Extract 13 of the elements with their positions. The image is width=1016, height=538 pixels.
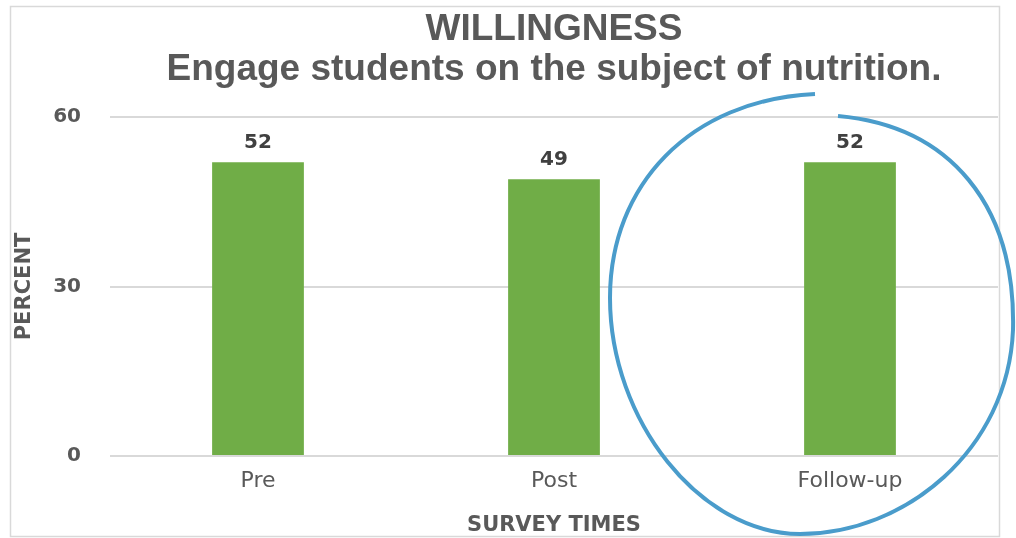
x-tick-label: Post (530, 466, 578, 492)
chart-title: WILLINGNESS (425, 7, 683, 48)
y-tick-label: 60 (53, 103, 81, 128)
x-tick-label: Follow-up (797, 466, 903, 492)
x-tick-label: Pre (240, 466, 276, 492)
y-tick-label: 30 (53, 272, 81, 297)
y-tick-label: 0 (67, 442, 81, 467)
data-label: 52 (836, 129, 864, 154)
data-label: 49 (540, 146, 568, 171)
chart-subtitle: Engage students on the subject of nutrition. (166, 47, 942, 88)
data-label: 52 (244, 129, 272, 154)
x-axis-title: SURVEY TIMES (467, 511, 641, 536)
y-axis-title: PERCENT (11, 232, 36, 341)
